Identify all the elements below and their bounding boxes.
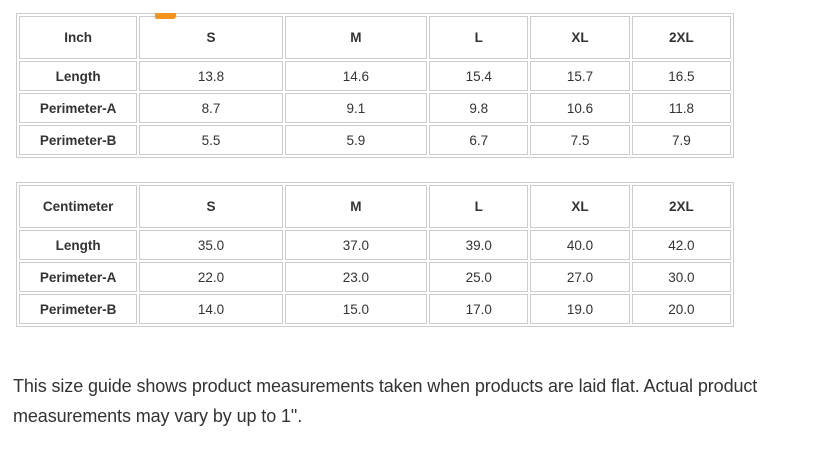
table-cell: 20.0	[631, 294, 731, 324]
column-header-xl: XL	[530, 185, 630, 228]
column-header-l: L	[429, 16, 529, 59]
table-cell: 5.9	[284, 125, 428, 155]
table-row-length: Length 35.0 37.0 39.0 40.0 42.0	[19, 230, 731, 260]
table-cell: 5.5	[139, 125, 283, 155]
clipped-heading-fragment	[155, 13, 176, 19]
column-header-m: M	[284, 185, 428, 228]
table-cell: 40.0	[530, 230, 630, 260]
table-cell: 17.0	[429, 294, 529, 324]
table-header-row: Inch S M L XL 2XL	[19, 16, 731, 59]
row-label-length: Length	[19, 230, 138, 260]
table-cell: 9.8	[429, 93, 529, 123]
table-cell: 15.7	[530, 61, 630, 91]
table-cell: 7.9	[631, 125, 731, 155]
column-header-2xl: 2XL	[631, 185, 731, 228]
column-header-l: L	[429, 185, 529, 228]
table-cell: 42.0	[631, 230, 731, 260]
column-header-2xl: 2XL	[631, 16, 731, 59]
row-label-perimeter-a: Perimeter-A	[19, 262, 138, 292]
table-cell: 8.7	[139, 93, 283, 123]
size-table-inch: Inch S M L XL 2XL Length 13.8 14.6 15.4 …	[16, 13, 734, 158]
row-label-length: Length	[19, 61, 138, 91]
table-cell: 9.1	[284, 93, 428, 123]
unit-header-inch: Inch	[19, 16, 138, 59]
table-cell: 30.0	[631, 262, 731, 292]
row-label-perimeter-b: Perimeter-B	[19, 294, 138, 324]
row-label-perimeter-b: Perimeter-B	[19, 125, 138, 155]
size-guide-note: This size guide shows product measuremen…	[13, 376, 758, 426]
table-row-length: Length 13.8 14.6 15.4 15.7 16.5	[19, 61, 731, 91]
table-cell: 7.5	[530, 125, 630, 155]
table-cell: 14.6	[284, 61, 428, 91]
unit-header-centimeter: Centimeter	[19, 185, 138, 228]
column-header-m: M	[284, 16, 428, 59]
table-cell: 11.8	[631, 93, 731, 123]
size-guide-page: Inch S M L XL 2XL Length 13.8 14.6 15.4 …	[0, 13, 824, 453]
table-cell: 23.0	[284, 262, 428, 292]
size-table-centimeter: Centimeter S M L XL 2XL Length 35.0 37.0…	[16, 182, 734, 327]
table-cell: 22.0	[139, 262, 283, 292]
table-cell: 16.5	[631, 61, 731, 91]
row-label-perimeter-a: Perimeter-A	[19, 93, 138, 123]
table-row-perimeter-b: Perimeter-B 5.5 5.9 6.7 7.5 7.9	[19, 125, 731, 155]
table-cell: 10.6	[530, 93, 630, 123]
table-cell: 14.0	[139, 294, 283, 324]
column-header-s: S	[139, 16, 283, 59]
table-cell: 27.0	[530, 262, 630, 292]
table-row-perimeter-a: Perimeter-A 8.7 9.1 9.8 10.6 11.8	[19, 93, 731, 123]
table-cell: 35.0	[139, 230, 283, 260]
column-header-xl: XL	[530, 16, 630, 59]
table-row-perimeter-b: Perimeter-B 14.0 15.0 17.0 19.0 20.0	[19, 294, 731, 324]
table-cell: 15.4	[429, 61, 529, 91]
column-header-s: S	[139, 185, 283, 228]
table-cell: 19.0	[530, 294, 630, 324]
table-cell: 13.8	[139, 61, 283, 91]
table-header-row: Centimeter S M L XL 2XL	[19, 185, 731, 228]
table-cell: 25.0	[429, 262, 529, 292]
table-cell: 37.0	[284, 230, 428, 260]
table-cell: 39.0	[429, 230, 529, 260]
table-cell: 6.7	[429, 125, 529, 155]
table-cell: 15.0	[284, 294, 428, 324]
table-row-perimeter-a: Perimeter-A 22.0 23.0 25.0 27.0 30.0	[19, 262, 731, 292]
